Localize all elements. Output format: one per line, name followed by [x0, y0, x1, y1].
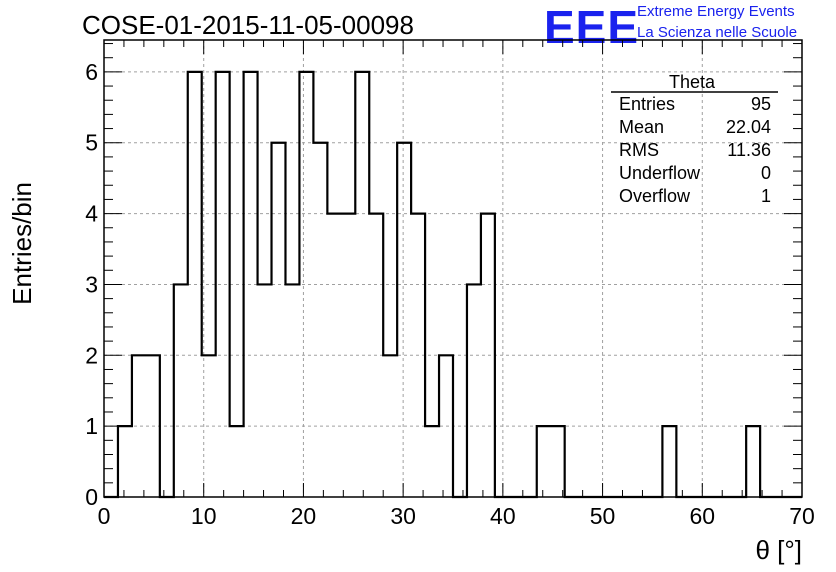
- stats-label: Entries: [619, 94, 675, 114]
- stats-title: Theta: [669, 72, 716, 92]
- y-tick-label: 6: [85, 59, 98, 85]
- x-axis-label: θ [°]: [755, 535, 802, 565]
- logo-line-1: Extreme Energy Events: [637, 3, 795, 20]
- y-tick-label: 4: [85, 201, 98, 227]
- y-tick-label: 0: [85, 484, 98, 510]
- x-tick-label: 10: [191, 503, 217, 529]
- x-tick-label: 60: [689, 503, 715, 529]
- stats-value: 0: [761, 163, 771, 183]
- histogram-outline: [104, 70, 802, 499]
- stats-label: Underflow: [619, 163, 701, 183]
- stats-value: 11.36: [727, 140, 771, 160]
- stats-value: 22.04: [726, 117, 771, 137]
- x-tick-label: 30: [390, 503, 416, 529]
- stats-label: RMS: [619, 140, 659, 160]
- stats-label: Overflow: [619, 186, 691, 206]
- plot-frame: [103, 39, 803, 498]
- chart-title: COSE-01-2015-11-05-00098: [82, 10, 414, 40]
- y-tick-label: 5: [85, 130, 98, 156]
- x-tick-label: 0: [98, 503, 111, 529]
- x-tick-label: 70: [789, 503, 815, 529]
- stats-label: Mean: [619, 117, 664, 137]
- x-tick-label: 40: [490, 503, 516, 529]
- logo-line-2: La Scienza nelle Scuole: [637, 24, 798, 41]
- y-tick-label: 1: [85, 413, 98, 439]
- y-axis-label: Entries/bin: [7, 182, 37, 305]
- y-tick-label: 3: [85, 271, 98, 297]
- x-tick-label: 20: [291, 503, 317, 529]
- y-tick-label: 2: [85, 342, 98, 368]
- stats-value: 95: [751, 94, 771, 114]
- x-tick-label: 50: [590, 503, 616, 529]
- stats-value: 1: [761, 186, 771, 206]
- axes: [103, 39, 803, 498]
